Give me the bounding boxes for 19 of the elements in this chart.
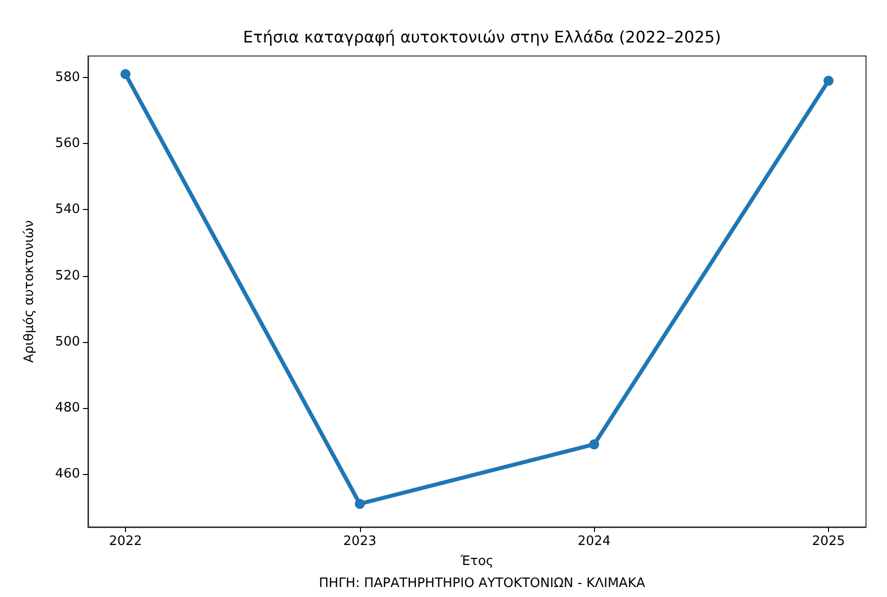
- y-tick-label: 480: [55, 400, 80, 416]
- y-tick-label: 560: [55, 136, 80, 152]
- point: [824, 76, 834, 86]
- y-tick-label: 520: [55, 268, 80, 284]
- x-tick-label: 2022: [108, 534, 142, 549]
- x-tick-label: 2024: [578, 534, 611, 549]
- x-tick-label: 2023: [343, 534, 376, 549]
- point: [120, 69, 130, 80]
- text: ΠΗΓΗ: ΠΑΡΑΤΗΡΗΤΗΡΙΟ ΑΥΤΟΚΤΟΝΙΩΝ - ΚΛΙΜΑΚΑ: [318, 576, 646, 591]
- chart-title: Ετήσια καταγραφή αυτοκτονιών στην Ελλάδα (2022–2025): [243, 28, 721, 46]
- point: [354, 498, 365, 509]
- y-tick-label: 540: [55, 202, 80, 218]
- point: [589, 439, 600, 450]
- y-tick-label: 460: [55, 466, 80, 482]
- y-tick-label: 500: [55, 334, 80, 350]
- x-tick-label: 2025: [812, 534, 846, 549]
- y-axis-title: Αριθμός αυτοκτονιών: [22, 220, 37, 363]
- y-tick-label: 580: [55, 70, 80, 85]
- x-axis-title: Έτος: [459, 554, 494, 569]
